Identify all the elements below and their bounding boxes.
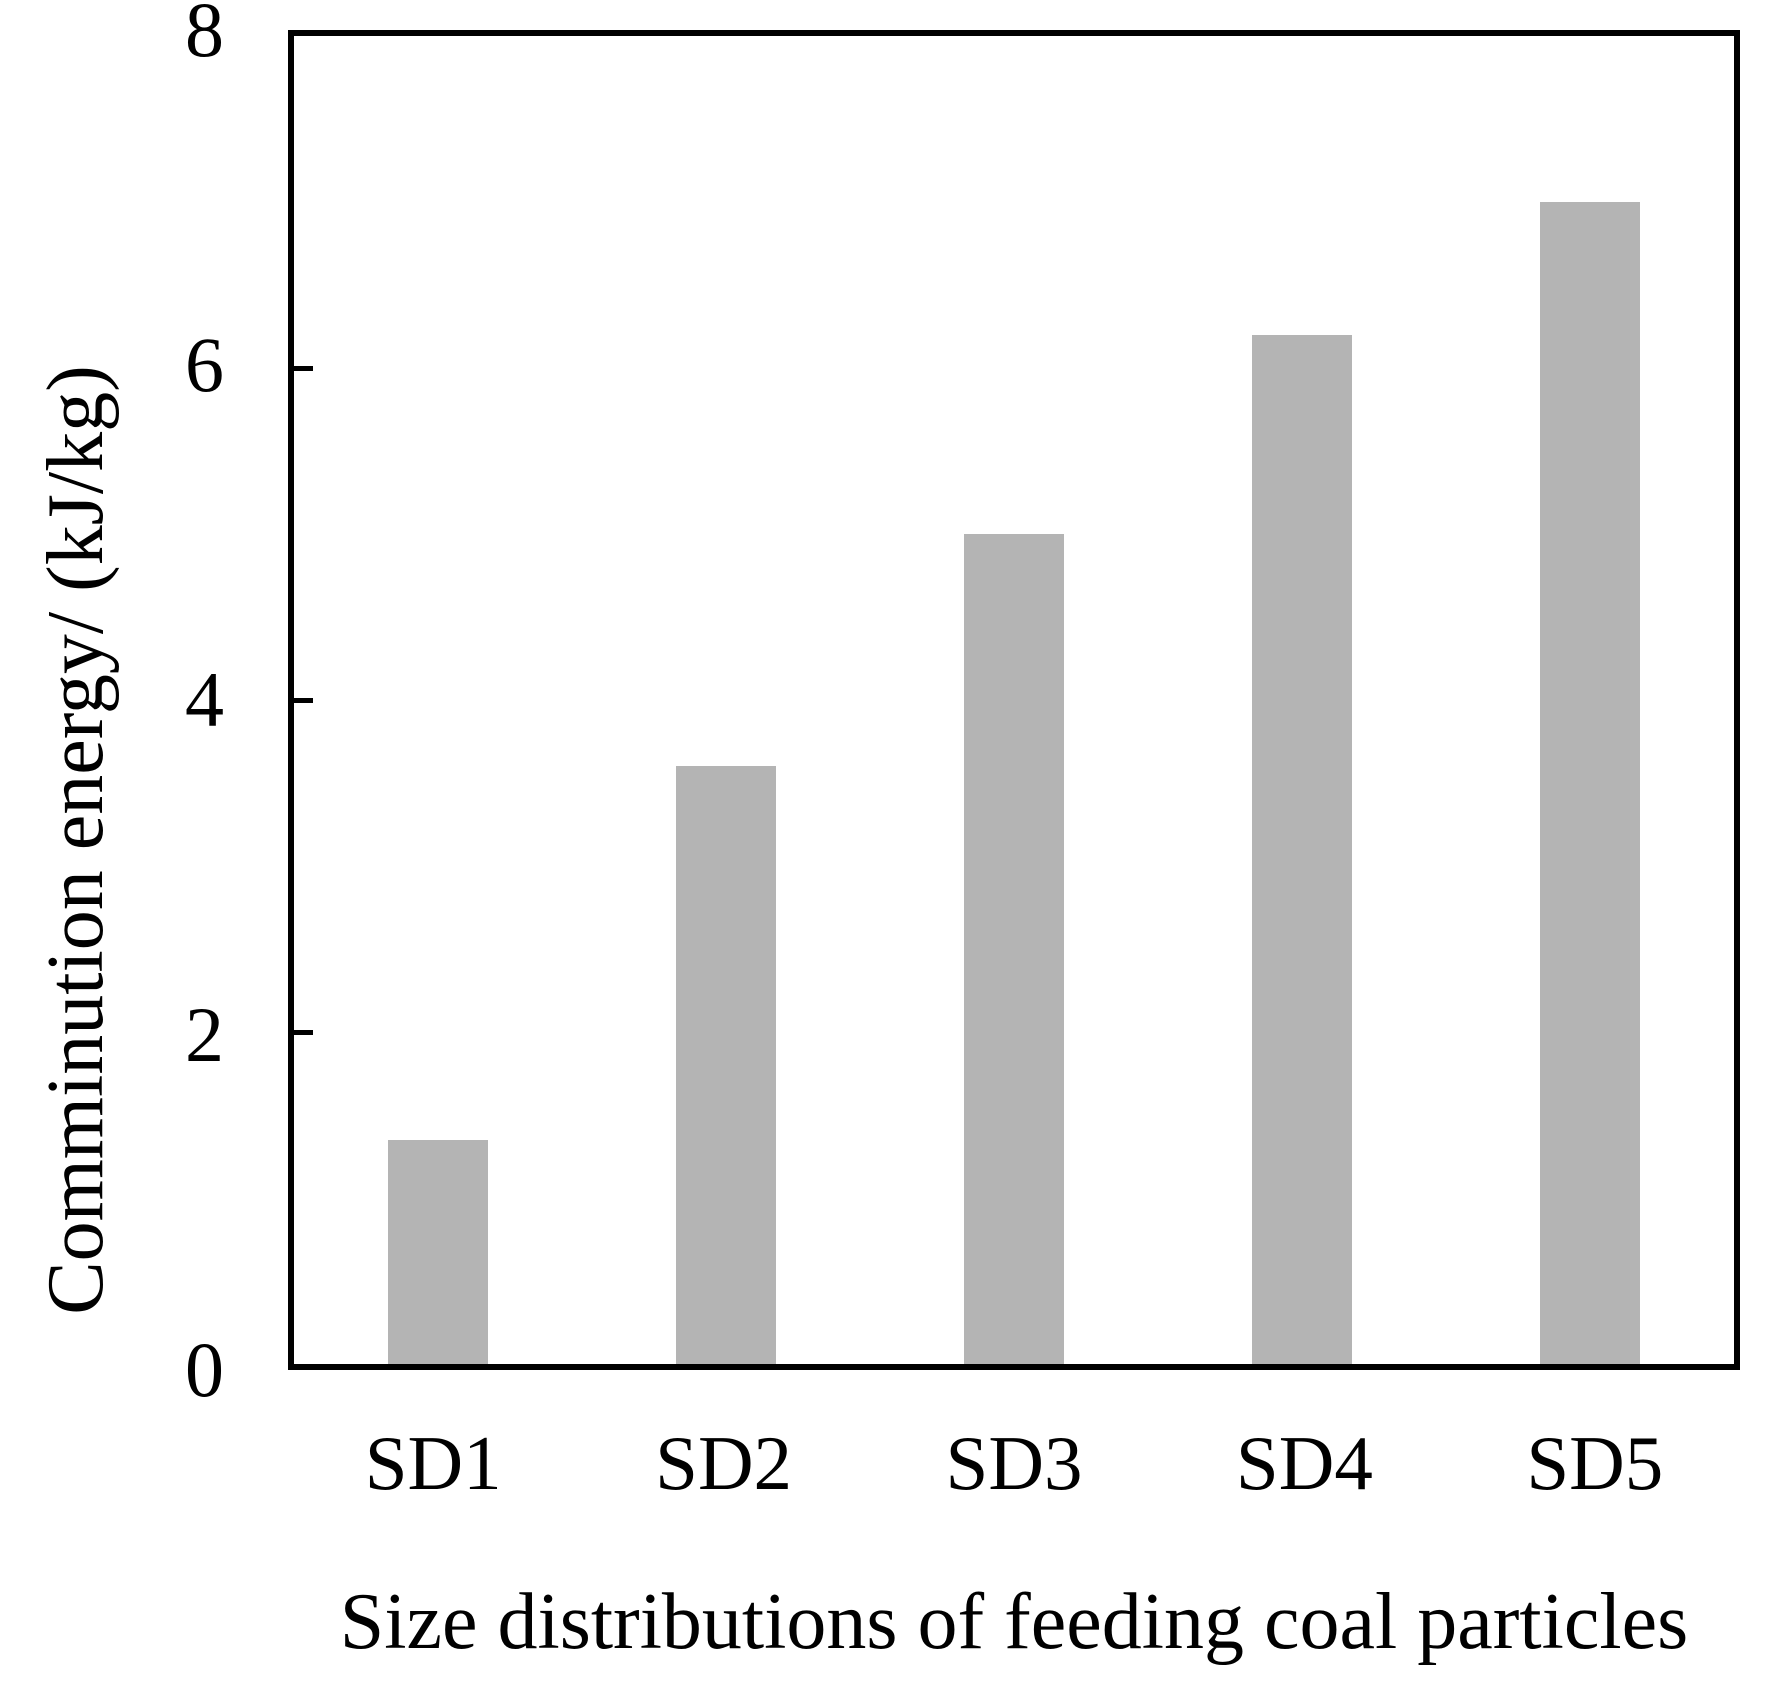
- bar-sd5: [1539, 202, 1641, 1364]
- y-tick-mark-6: [294, 365, 313, 371]
- x-axis-title: Size distributions of feeding coal parti…: [339, 1578, 1689, 1666]
- y-tick-label-8: 8: [185, 0, 224, 73]
- bar-sd1: [387, 1139, 489, 1364]
- y-tick-label-6: 6: [185, 321, 224, 408]
- x-category-label-sd4: SD4: [1235, 1420, 1373, 1506]
- x-category-label-sd2: SD2: [655, 1420, 793, 1506]
- y-tick-mark-4: [294, 697, 313, 703]
- x-category-label-sd3: SD3: [945, 1420, 1083, 1506]
- y-tick-label-2: 2: [185, 991, 224, 1078]
- y-tick-label-0: 0: [185, 1326, 224, 1413]
- y-tick-mark-2: [294, 1029, 313, 1035]
- x-category-label-sd5: SD5: [1526, 1420, 1664, 1506]
- x-category-label-sd1: SD1: [364, 1420, 502, 1506]
- bar-sd3: [963, 534, 1065, 1364]
- bar-sd2: [675, 766, 777, 1364]
- x-axis-category-labels: SD1 SD2 SD3 SD4 SD5: [288, 1425, 1740, 1535]
- plot-area: [288, 30, 1740, 1370]
- y-tick-label-4: 4: [185, 656, 224, 743]
- bar-sd4: [1251, 334, 1353, 1364]
